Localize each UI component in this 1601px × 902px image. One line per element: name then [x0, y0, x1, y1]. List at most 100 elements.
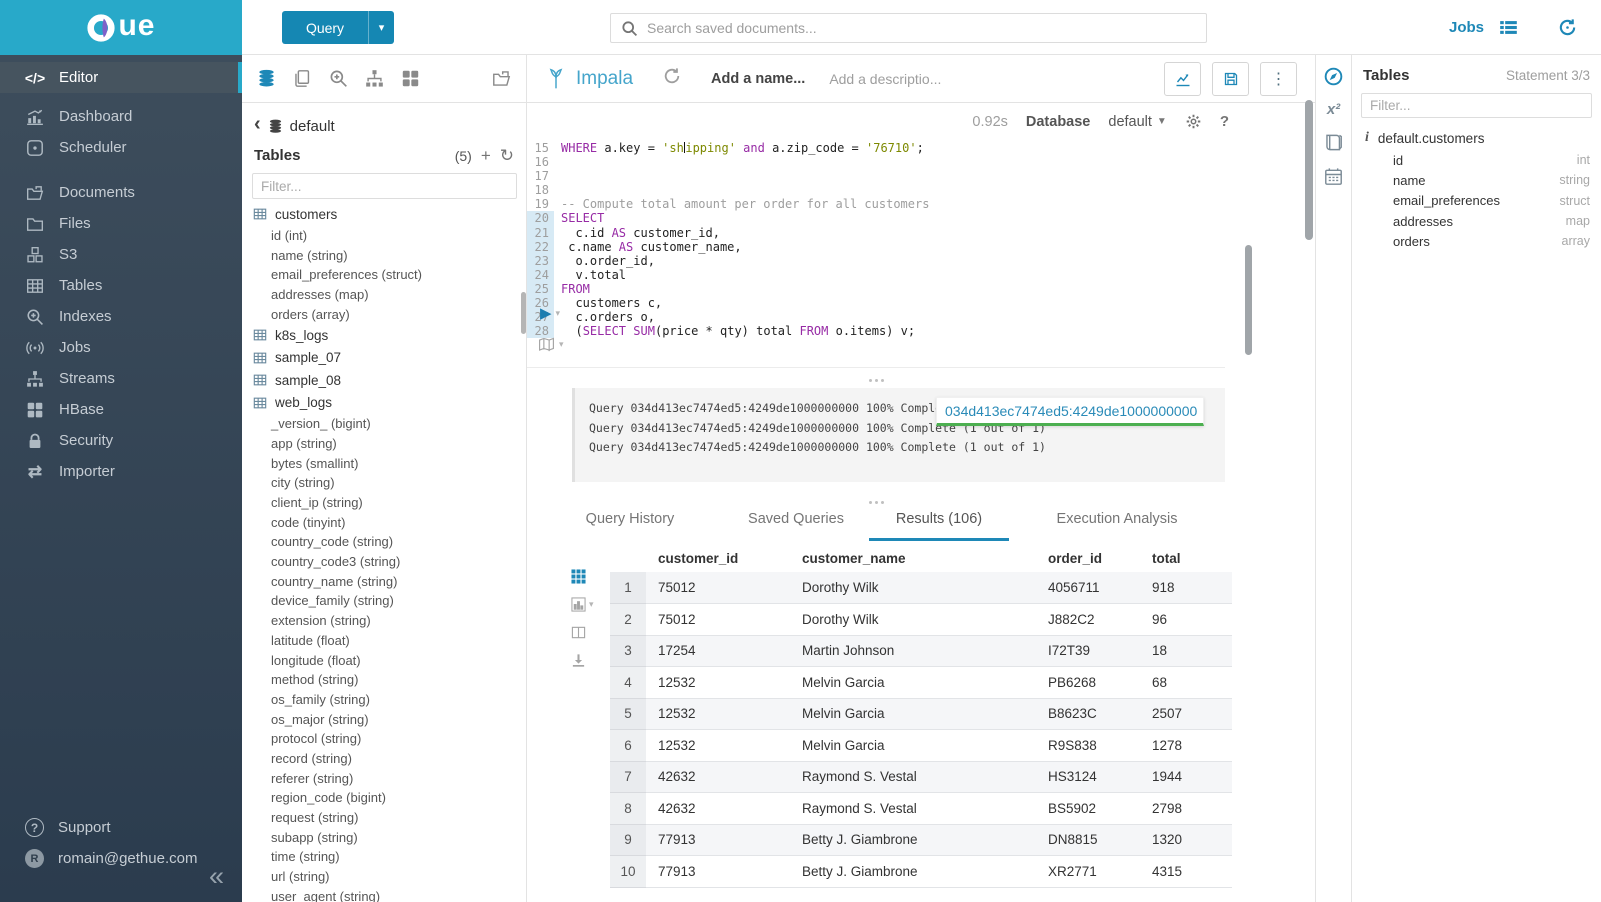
table-row[interactable]: 3 17254 Martin Johnson I72T39 18 — [610, 635, 1232, 667]
resize-handle[interactable] — [527, 379, 1225, 382]
sidebar-item-files[interactable]: Files — [0, 208, 242, 239]
sidebar-item-documents[interactable]: Documents — [0, 177, 242, 208]
grid-view-button[interactable] — [571, 569, 586, 584]
tab-saved-queries[interactable]: Saved Queries — [748, 511, 844, 527]
tree-column[interactable]: method (string) — [271, 672, 359, 688]
tree-column[interactable]: time (string) — [271, 849, 340, 865]
documents-assist-icon[interactable] — [293, 69, 312, 88]
tree-column[interactable]: app (string) — [271, 435, 337, 451]
tree-table-sample-07[interactable]: sample_07 — [242, 346, 526, 369]
download-button[interactable] — [571, 653, 586, 668]
hdfs-sitemap-icon[interactable] — [365, 69, 384, 88]
tree-column[interactable]: record (string) — [271, 750, 352, 766]
query-dropdown-caret[interactable]: ▾ — [368, 11, 394, 44]
sidebar-item-hbase[interactable]: HBase — [0, 394, 242, 425]
schedule-icon[interactable] — [1324, 167, 1343, 186]
tree-column[interactable]: subapp (string) — [271, 829, 358, 845]
right-column-orders[interactable]: orders array — [1361, 231, 1592, 251]
tree-column[interactable]: os_family (string) — [271, 691, 370, 707]
table-row[interactable]: 1 75012 Dorothy Wilk 4056711 918 — [610, 572, 1232, 604]
language-reference-icon[interactable] — [1324, 133, 1343, 152]
query-description-field[interactable]: Add a descriptio... — [829, 70, 942, 87]
sidebar-item-jobs[interactable]: Jobs — [0, 332, 242, 363]
main-scrollbar[interactable] — [1305, 100, 1313, 240]
engine-selector[interactable]: Impala — [545, 67, 633, 91]
tree-column[interactable]: addresses (map) — [271, 286, 369, 302]
chart-view-button[interactable]: ▾ — [571, 597, 594, 612]
sql-editor[interactable]: 15 WHERE a.key = 'sh ipping' and a.zip_cod… — [527, 141, 1267, 367]
column-header[interactable]: customer_id — [658, 551, 739, 566]
sidebar-item-s3[interactable]: S3 — [0, 239, 242, 270]
sidebar-item-tables[interactable]: Tables — [0, 270, 242, 301]
hue-logo[interactable]: ue — [0, 0, 242, 55]
tree-column[interactable]: latitude (float) — [271, 632, 350, 648]
column-header[interactable]: order_id — [1048, 551, 1103, 566]
tab-execution-analysis[interactable]: Execution Analysis — [1056, 511, 1178, 527]
query-button[interactable]: Query — [282, 11, 368, 44]
tree-column[interactable]: city (string) — [271, 475, 335, 491]
sidebar-item-editor[interactable]: </> Editor — [0, 62, 242, 93]
tree-column[interactable]: id (int) — [271, 227, 308, 243]
tree-table-k8s-logs[interactable]: k8s_logs — [242, 324, 526, 347]
sidebar-collapse-icon[interactable]: « — [208, 861, 224, 891]
refresh-icon[interactable]: ↻ — [499, 146, 514, 165]
tree-column[interactable]: bytes (smallint) — [271, 455, 359, 471]
snippet-history-icon[interactable] — [663, 67, 681, 90]
sidebar-item-dashboard[interactable]: Dashboard — [0, 101, 242, 132]
databases-icon[interactable] — [257, 69, 276, 88]
column-header[interactable]: total — [1152, 551, 1181, 566]
sidebar-item-support[interactable]: ? Support — [0, 812, 242, 843]
sidebar-item-security[interactable]: Security — [0, 425, 242, 456]
tree-column[interactable]: url (string) — [271, 869, 330, 885]
tree-column[interactable]: name (string) — [271, 247, 348, 263]
columns-button[interactable] — [571, 625, 586, 640]
help-icon[interactable]: ? — [1219, 113, 1229, 130]
tab-query-history[interactable]: Query History — [585, 511, 675, 527]
open-folder-icon[interactable] — [492, 69, 511, 88]
left-assist-scrollbar[interactable] — [521, 292, 526, 334]
tree-column[interactable]: email_preferences (struct) — [271, 267, 422, 283]
tree-table-web-logs[interactable]: web_logs — [242, 391, 526, 414]
tree-column[interactable]: os_major (string) — [271, 711, 369, 727]
jobs-link[interactable]: Jobs — [1448, 19, 1484, 36]
table-row[interactable]: 5 12532 Melvin Garcia B8623C 2507 — [610, 698, 1232, 730]
tree-column[interactable]: _version_ (bigint) — [271, 416, 371, 432]
tree-column[interactable]: country_code (string) — [271, 534, 394, 550]
right-column-email-preferences[interactable]: email_preferences struct — [1361, 191, 1592, 211]
search-input[interactable] — [647, 20, 1196, 36]
global-search[interactable] — [610, 13, 1207, 43]
jobs-list-icon[interactable] — [1499, 18, 1518, 37]
tab-results-106-[interactable]: Results (106) — [869, 511, 1009, 541]
resize-handle[interactable] — [527, 501, 1225, 504]
right-filter-input[interactable] — [1361, 93, 1592, 118]
right-column-addresses[interactable]: addresses map — [1361, 211, 1592, 231]
active-table-row[interactable]: i default.customers — [1365, 130, 1592, 146]
tree-column[interactable]: referer (string) — [271, 770, 354, 786]
presentation-mode-button[interactable]: ▾ — [538, 337, 564, 352]
sidebar-item-indexes[interactable]: Indexes — [0, 301, 242, 332]
add-table-icon[interactable]: + — [480, 146, 491, 165]
execute-button[interactable]: ▶ ▾ — [540, 306, 560, 321]
right-column-name[interactable]: name string — [1361, 170, 1592, 190]
chart-button[interactable] — [1164, 61, 1201, 96]
current-database[interactable]: default — [289, 117, 335, 135]
query-history-icon[interactable] — [1558, 18, 1577, 37]
tree-table-sample-08[interactable]: sample_08 — [242, 369, 526, 392]
table-row[interactable]: 2 75012 Dorothy Wilk J882C2 96 — [610, 603, 1232, 636]
tree-column[interactable]: orders (array) — [271, 306, 350, 322]
sidebar-item-importer[interactable]: ⇄ Importer — [0, 456, 242, 487]
tree-column[interactable]: country_code3 (string) — [271, 554, 401, 570]
tree-column[interactable]: country_name (string) — [271, 573, 398, 589]
tree-column[interactable]: client_ip (string) — [271, 495, 363, 511]
tree-column[interactable]: extension (string) — [271, 613, 371, 629]
tree-table-customers[interactable]: customers — [242, 203, 526, 226]
table-row[interactable]: 9 77913 Betty J. Giambrone DN8815 1320 — [610, 824, 1232, 856]
tree-column[interactable]: device_family (string) — [271, 593, 394, 609]
column-header[interactable]: customer_name — [802, 551, 906, 566]
table-row[interactable]: 6 12532 Melvin Garcia R9S838 1278 — [610, 729, 1232, 762]
right-column-id[interactable]: id int — [1361, 150, 1592, 170]
sidebar-item-scheduler[interactable]: Scheduler — [0, 132, 242, 163]
editor-assistant-icon[interactable] — [1324, 67, 1343, 86]
tree-column[interactable]: code (tinyint) — [271, 514, 346, 530]
tree-column[interactable]: user_agent (string) — [271, 888, 381, 902]
